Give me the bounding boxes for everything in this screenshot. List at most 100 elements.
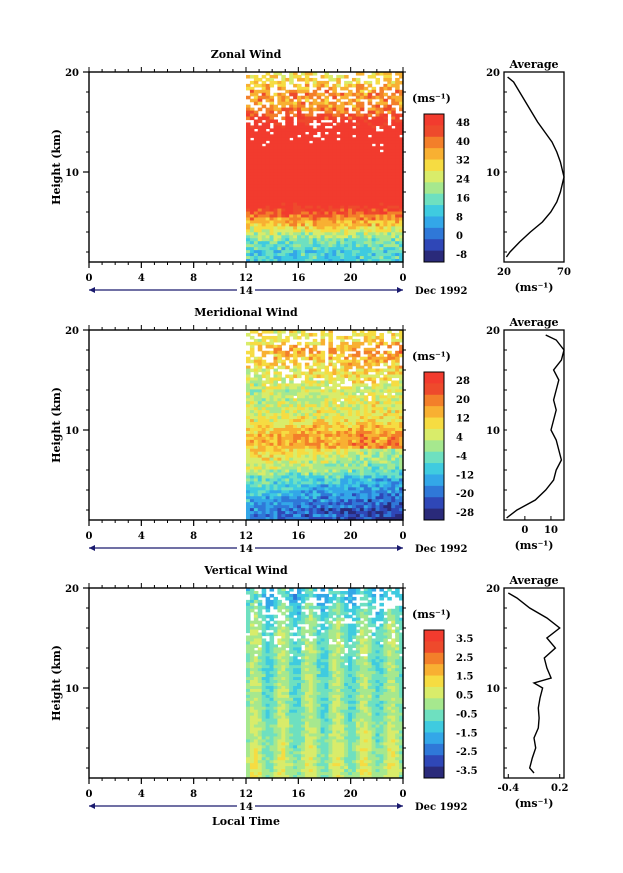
heatmap-cell — [277, 407, 282, 411]
heatmap-cell — [383, 98, 388, 103]
heatmap-cell — [320, 190, 326, 195]
heatmap-cell — [261, 86, 267, 91]
heatmap-cell — [363, 602, 369, 607]
heatmap-cell — [383, 125, 388, 130]
heatmap-cell — [336, 517, 341, 521]
heatmap-cell — [273, 250, 278, 254]
heatmap-cell — [355, 152, 361, 156]
heatmap-cell — [265, 110, 271, 115]
heatmap-cell — [359, 72, 365, 76]
heatmap-cell — [269, 419, 275, 423]
heatmap-cell — [300, 392, 306, 396]
heatmap-cell — [367, 350, 373, 355]
heatmap-cell — [304, 596, 310, 601]
heatmap-cell — [371, 514, 377, 518]
heatmap-cell — [281, 152, 286, 156]
heatmap-cell — [363, 517, 369, 521]
heatmap-cell — [332, 226, 337, 230]
heatmap-cell — [328, 92, 333, 97]
heatmap-cell — [257, 380, 263, 385]
heatmap-cell — [285, 128, 290, 132]
heatmap-cell — [351, 517, 357, 521]
heatmap-cell — [273, 353, 278, 358]
heatmap-cell — [281, 161, 286, 165]
heatmap-cell — [289, 146, 294, 150]
heatmap-cell — [249, 238, 255, 242]
heatmap-cell — [375, 341, 381, 346]
heatmap-cell — [312, 232, 318, 236]
heatmap-cell — [316, 259, 322, 263]
heatmap-cell — [269, 164, 275, 168]
heatmap-cell — [269, 427, 275, 432]
heatmap-cell — [328, 502, 333, 506]
heatmap-cell — [253, 149, 259, 153]
colorbar-tick-label: 28 — [456, 376, 470, 387]
heatmap-cell — [383, 226, 388, 230]
heatmap-cell — [351, 223, 357, 227]
heatmap-cell — [359, 119, 365, 124]
heatmap-cell — [320, 205, 326, 210]
heatmap-cell — [387, 353, 392, 358]
heatmap-cell — [371, 502, 377, 506]
heatmap-cell — [332, 178, 337, 183]
heatmap-cell — [367, 374, 373, 379]
heatmap-cell — [300, 259, 306, 263]
heatmap-cell — [249, 445, 255, 450]
heatmap-cell — [246, 478, 251, 483]
heatmap-cell — [273, 134, 278, 138]
heatmap-cell — [391, 187, 396, 192]
heatmap-cell — [297, 383, 302, 388]
heatmap-cell — [304, 490, 310, 494]
heatmap-cell — [316, 404, 322, 408]
heatmap-cell — [395, 416, 400, 420]
heatmap-cell — [320, 593, 326, 598]
heatmap-cell — [348, 119, 353, 124]
heatmap-cell — [265, 469, 271, 474]
heatmap-cell — [351, 259, 357, 263]
heatmap-cell — [371, 374, 377, 379]
heatmap-cell — [399, 229, 404, 233]
heatmap-cell — [383, 413, 388, 417]
heatmap-cell — [285, 107, 290, 112]
heatmap-cell — [332, 493, 337, 497]
heatmap-cell — [316, 146, 322, 150]
heatmap-cell — [359, 158, 365, 162]
heatmap-cell — [246, 368, 251, 373]
heatmap-cell — [383, 427, 388, 432]
heatmap-cell — [399, 202, 404, 207]
heatmap-cell — [289, 401, 294, 405]
heatmap-cell — [257, 427, 263, 432]
heatmap-cell — [261, 181, 267, 186]
heatmap-cell — [340, 74, 345, 79]
heatmap-cell — [355, 86, 361, 91]
heatmap-cell — [269, 362, 275, 367]
heatmap-cell — [355, 362, 361, 367]
heatmap-cell — [277, 149, 282, 153]
heatmap-cell — [387, 175, 392, 180]
heatmap-cell — [257, 256, 263, 260]
heatmap-cell — [277, 374, 282, 379]
heatmap-cell — [277, 502, 282, 506]
heatmap-cell — [281, 463, 286, 468]
heatmap-cell — [367, 341, 373, 346]
heatmap-cell — [348, 241, 353, 245]
heatmap-cell — [312, 116, 318, 121]
heatmap-cell — [297, 199, 302, 204]
heatmap-cell — [344, 232, 349, 236]
heatmap-cell — [375, 256, 381, 260]
heatmap-cell — [383, 220, 388, 225]
heatmap-cell — [316, 175, 322, 180]
heatmap-cell — [285, 137, 290, 141]
heatmap-cell — [391, 256, 396, 260]
heatmap-cell — [363, 371, 369, 376]
heatmap-cell — [300, 404, 306, 408]
heatmap-cell — [379, 113, 384, 118]
heatmap-cell — [246, 158, 251, 162]
heatmap-cell — [363, 404, 369, 408]
heatmap-cell — [265, 350, 271, 355]
heatmap-cell — [383, 199, 388, 204]
heatmap-cell — [320, 229, 326, 233]
heatmap-cell — [293, 238, 298, 242]
heatmap-cell — [289, 416, 294, 420]
